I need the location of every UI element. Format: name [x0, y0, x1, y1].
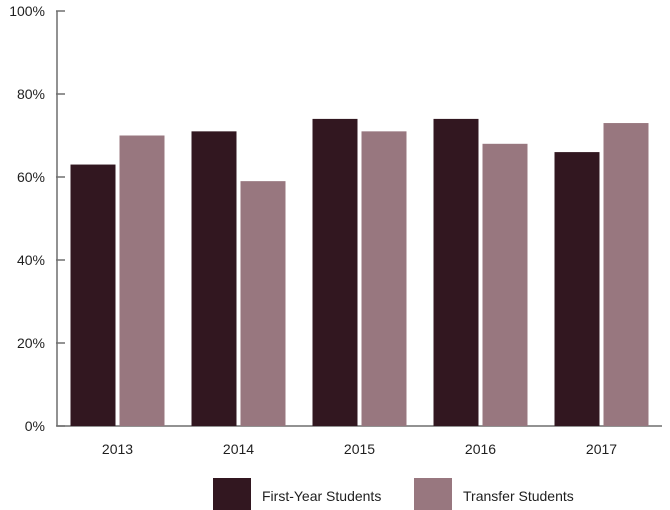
x-tick-label: 2016 — [465, 441, 496, 457]
bar-first-year-2016 — [433, 118, 479, 427]
legend-swatch — [213, 478, 251, 510]
y-tick-label: 40% — [17, 252, 45, 268]
x-tick-label: 2014 — [223, 441, 254, 457]
legend-item-first-year: First-Year Students — [213, 478, 381, 510]
y-tick-label: 20% — [17, 335, 45, 351]
bar-transfer-2014 — [240, 181, 286, 426]
y-tick-label: 60% — [17, 169, 45, 185]
x-tick-label: 2013 — [102, 441, 133, 457]
bar-first-year-2014 — [191, 131, 237, 426]
bar-transfer-2017 — [603, 123, 649, 427]
bar-first-year-2015 — [312, 118, 358, 427]
legend-swatch — [414, 478, 452, 510]
y-tick-label: 0% — [25, 418, 45, 434]
x-tick-label: 2015 — [344, 441, 375, 457]
labels-layer: 0% 20% 40% 60% 80% 100% 2013 2014 2015 2016 2017 — [9, 3, 617, 457]
legend: First-Year Students Transfer Students — [213, 478, 574, 510]
bar-first-year-2013 — [70, 164, 116, 427]
y-tick-label: 100% — [9, 3, 45, 19]
legend-label: First-Year Students — [262, 488, 381, 504]
bar-first-year-2017 — [554, 152, 600, 426]
legend-label: Transfer Students — [463, 488, 574, 504]
bar-transfer-2013 — [119, 135, 165, 426]
x-tick-label: 2017 — [586, 441, 617, 457]
bar-transfer-2016 — [482, 143, 528, 427]
y-tick-label: 80% — [17, 86, 45, 102]
bars-layer — [70, 118, 649, 427]
legend-item-transfer: Transfer Students — [414, 478, 574, 510]
bar-transfer-2015 — [361, 131, 407, 426]
